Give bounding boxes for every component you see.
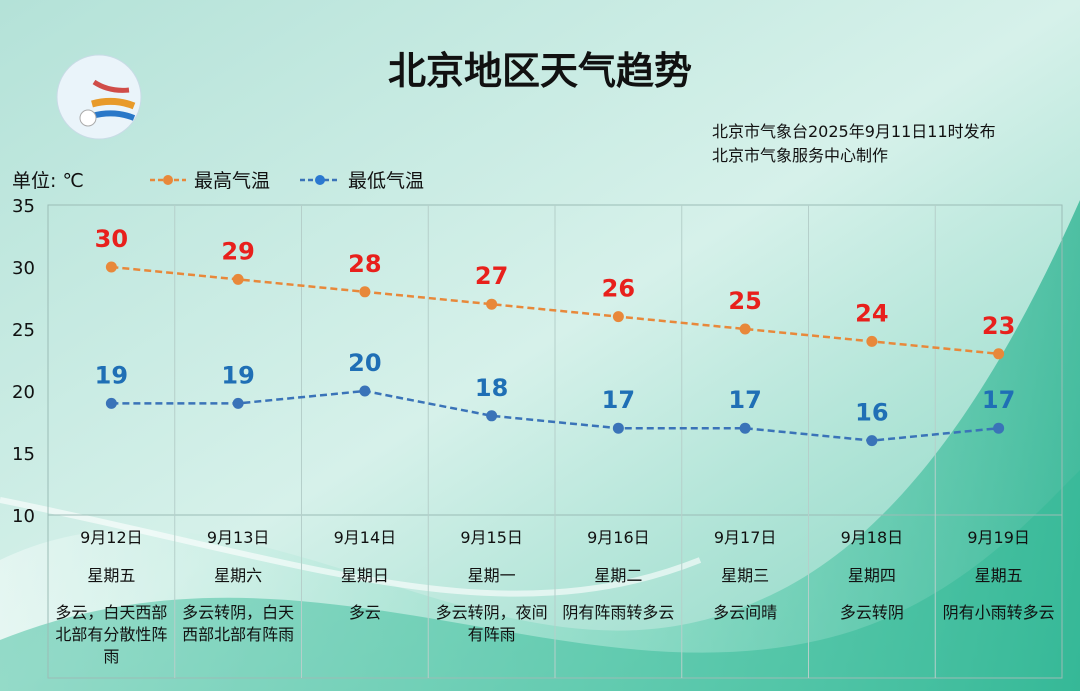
weather-description: 阴有小雨转多云: [942, 603, 1055, 622]
series-line-low: [111, 389, 999, 442]
data-point-low: [739, 422, 751, 434]
unit-label: 单位: ℃: [12, 170, 84, 192]
weekday-label: 星期日: [340, 566, 389, 585]
series-line-high: [111, 265, 999, 356]
data-label-low: 17: [602, 386, 635, 414]
date-label: 9月17日: [713, 528, 777, 547]
data-label-high: 30: [95, 225, 128, 253]
y-tick-label: 20: [12, 382, 35, 403]
weather-description: 多云转阴: [839, 603, 904, 622]
y-tick-label: 30: [12, 258, 35, 279]
data-point-high: [486, 298, 498, 310]
data-label-high: 27: [475, 262, 508, 290]
date-label: 9月18日: [840, 528, 904, 547]
y-tick-label: 15: [12, 444, 35, 465]
weather-description: 多云间晴: [713, 603, 778, 622]
y-tick-label: 35: [12, 196, 35, 217]
data-point-high: [993, 348, 1005, 360]
data-point-high: [232, 273, 244, 285]
data-point-high: [105, 261, 117, 273]
weather-description: 多云转阴，夜间有阵雨: [435, 603, 548, 644]
data-point-high: [866, 335, 878, 347]
weekday-label: 星期二: [594, 566, 643, 585]
weather-description: 多云转阴，白天西部北部有阵雨: [182, 603, 295, 644]
weather-description: 多云，白天西部北部有分散性阵雨: [55, 603, 168, 666]
data-label-high: 23: [982, 312, 1015, 340]
issuer-info: 北京市气象台2025年9月11日11时发布 北京市气象服务中心制作: [712, 120, 996, 168]
data-point-low: [486, 410, 498, 422]
data-label-low: 17: [728, 386, 761, 414]
producer: 北京市气象服务中心制作: [712, 146, 889, 165]
weather-description: 多云: [348, 603, 381, 622]
date-label: 9月15日: [460, 528, 523, 547]
page-title: 北京地区天气趋势: [387, 49, 692, 93]
data-point-low: [612, 422, 624, 434]
date-label: 9月12日: [80, 528, 143, 547]
data-label-low: 17: [982, 386, 1015, 414]
data-label-low: 16: [855, 399, 888, 427]
data-label-high: 24: [855, 299, 888, 327]
date-label: 9月16日: [587, 528, 650, 547]
legend-low: 最低气温: [300, 166, 424, 193]
weekday-label: 星期六: [214, 566, 263, 585]
data-label-low: 18: [475, 374, 508, 402]
data-point-low: [359, 385, 371, 397]
legend-high-label: 最高气温: [194, 170, 271, 192]
data-label-low: 20: [348, 349, 381, 377]
data-point-low: [993, 422, 1005, 434]
weather-description: 阴有阵雨转多云: [562, 603, 675, 622]
data-label-low: 19: [221, 361, 254, 389]
data-point-low: [866, 435, 878, 447]
legend-high-marker-icon: [150, 174, 186, 185]
data-label-high: 29: [221, 237, 254, 265]
legend-low-label: 最低气温: [348, 170, 425, 192]
y-tick-label: 10: [12, 506, 35, 527]
date-label: 9月14日: [333, 528, 397, 547]
legend-high: 最高气温: [150, 166, 270, 193]
data-point-high: [359, 286, 371, 298]
weekday-label: 星期一: [467, 566, 516, 585]
data-point-high: [739, 323, 751, 335]
data-label-high: 28: [348, 250, 381, 278]
issue-time: 北京市气象台2025年9月11日11时发布: [712, 122, 996, 141]
data-point-low: [232, 397, 244, 409]
data-point-high: [612, 311, 624, 323]
date-label: 9月19日: [967, 528, 1030, 547]
data-label-low: 19: [95, 361, 128, 389]
meteorological-service-logo: [56, 54, 142, 140]
weekday-label: 星期四: [847, 566, 896, 585]
weekday-label: 星期三: [721, 566, 770, 585]
data-label-high: 26: [602, 275, 635, 303]
weekday-label: 星期五: [87, 566, 136, 585]
y-tick-label: 25: [12, 320, 35, 341]
weekday-label: 星期五: [974, 566, 1023, 585]
data-label-high: 25: [728, 287, 761, 315]
legend-low-marker-icon: [300, 174, 340, 185]
date-label: 9月13日: [206, 528, 270, 547]
data-point-low: [105, 397, 117, 409]
